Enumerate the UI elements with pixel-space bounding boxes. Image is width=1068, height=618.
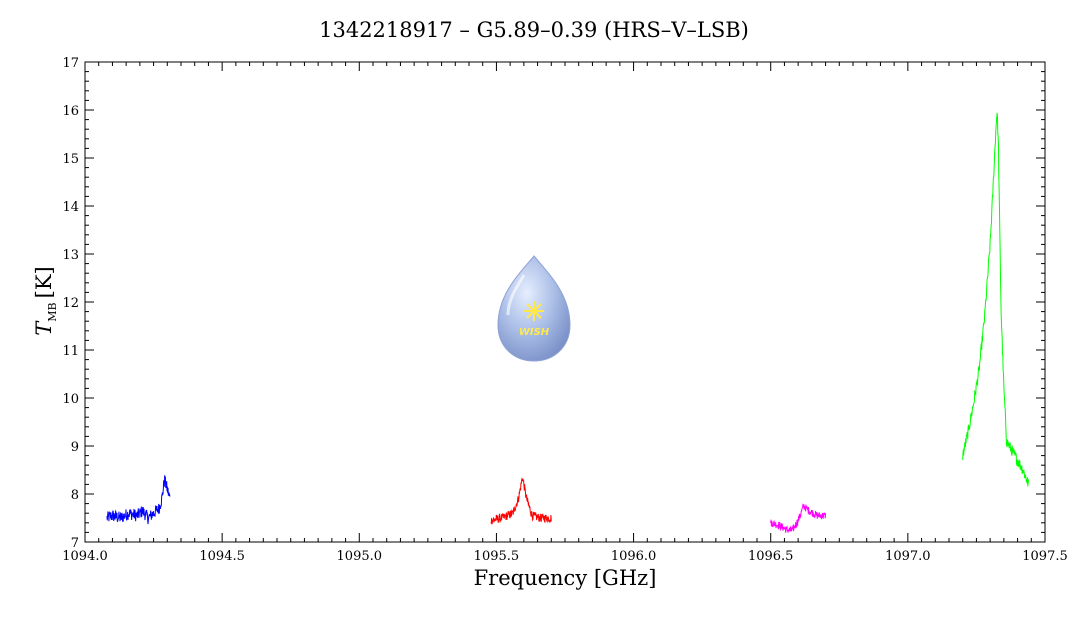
x-tick-label: 1096.0 (611, 549, 657, 564)
x-tick-label: 1095.0 (337, 549, 383, 564)
series-line-3 (770, 503, 827, 533)
x-tick-label: 1094.5 (199, 549, 245, 564)
wish-logo: WISH (497, 255, 571, 362)
y-tick-label: 12 (62, 296, 79, 311)
axes: 1094.0 1094.5 1095.0 1095.5 1096.0 1096.5 1097… (62, 56, 1068, 564)
series-line-4 (962, 112, 1030, 487)
x-tick-label: 1094.0 (62, 549, 108, 564)
series-line-2 (490, 477, 552, 525)
series-group (106, 112, 1030, 533)
x-tick-label: 1097.0 (885, 549, 931, 564)
y-tick-label: 9 (71, 440, 79, 455)
y-tick-label: 7 (71, 536, 79, 551)
y-tick-label: 8 (71, 488, 79, 503)
y-tick-label: 16 (62, 104, 79, 119)
x-axis-label: Frequency [GHz] (473, 566, 657, 590)
logo-text: WISH (519, 327, 550, 338)
star-icon (524, 301, 544, 321)
chart-title: 1342218917 – G5.89–0.39 (HRS–V–LSB) (319, 18, 749, 42)
y-tick-label: 17 (62, 56, 79, 71)
y-tick-label: 10 (62, 392, 79, 407)
series-line-1 (106, 475, 171, 525)
y-tick-label: 14 (62, 200, 79, 215)
y-tick-label: 13 (62, 248, 79, 263)
x-tick-label: 1096.5 (748, 549, 794, 564)
y-tick-label: 15 (62, 152, 79, 167)
y-tick-label: 11 (62, 344, 79, 359)
x-tick-label: 1095.5 (474, 549, 520, 564)
x-tick-label: 1097.5 (1022, 549, 1068, 564)
